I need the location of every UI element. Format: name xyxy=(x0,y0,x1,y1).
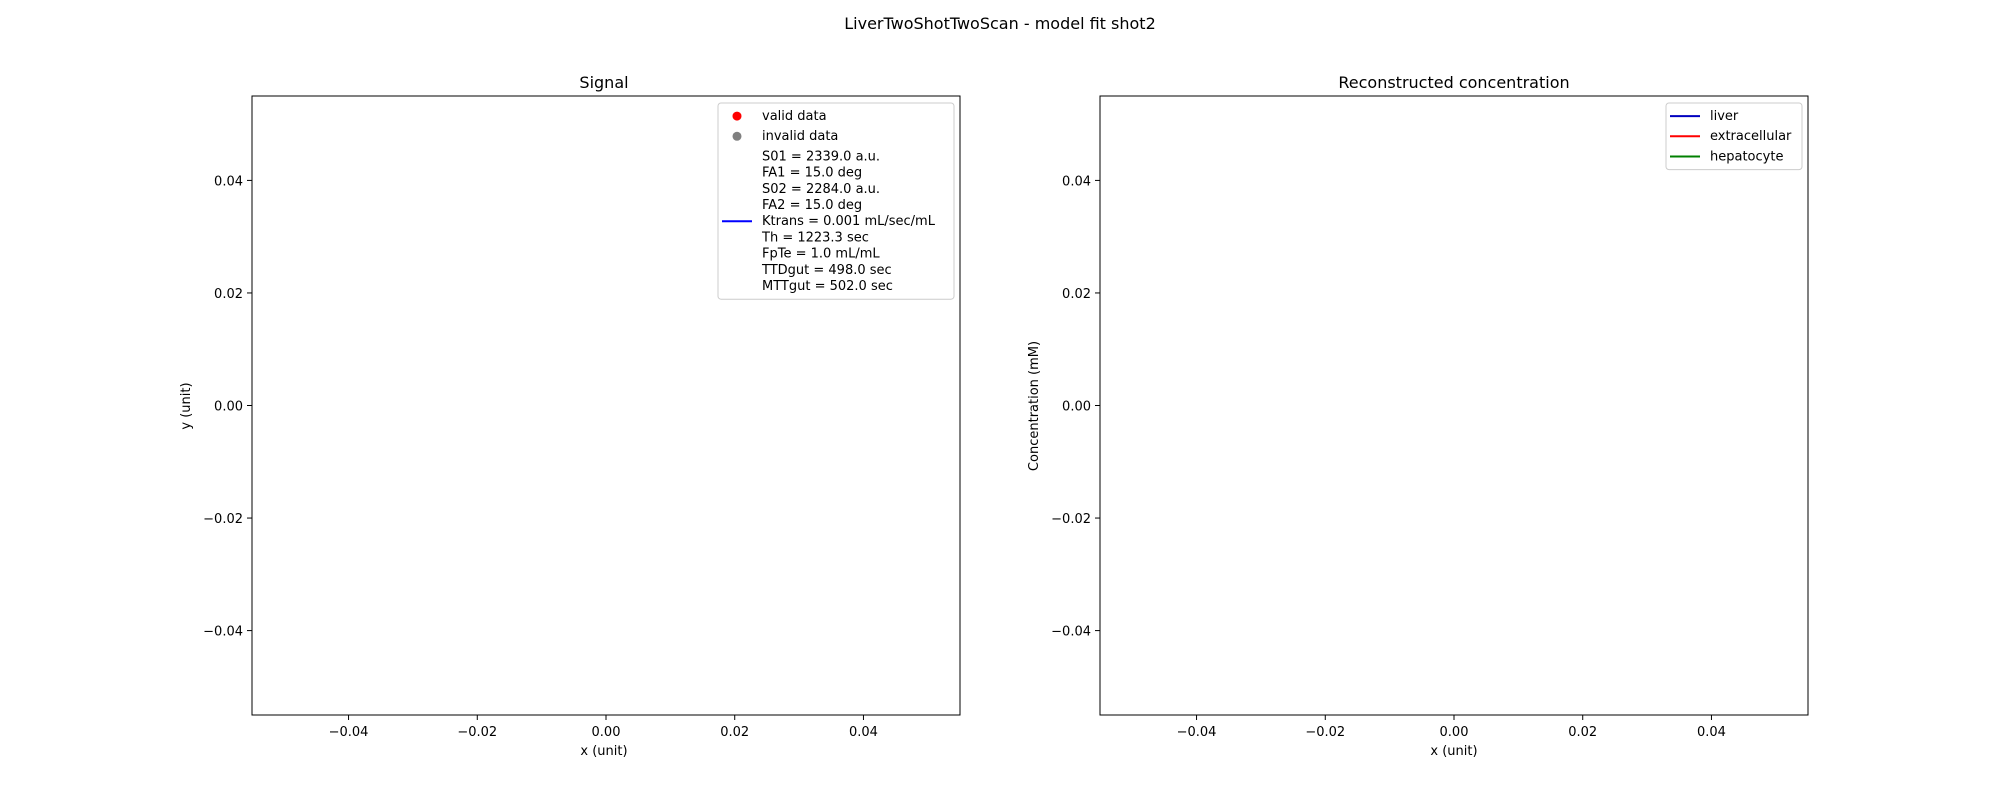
concentration-plot-frame xyxy=(1099,95,1809,716)
signal-ytick-label: −0.04 xyxy=(203,625,243,640)
concentration-ytick-label: 0.02 xyxy=(1062,287,1091,302)
concentration-xlabel: x (unit) xyxy=(1430,744,1477,759)
concentration-title: Reconstructed concentration xyxy=(1338,73,1569,92)
signal-ytick-label: 0.04 xyxy=(214,174,243,189)
signal-ylabel: y (unit) xyxy=(179,382,194,429)
signal-legend-label: valid data xyxy=(762,109,827,124)
signal-xtick-label: 0.00 xyxy=(592,725,621,740)
signal-ytick-label: 0.02 xyxy=(214,287,243,302)
concentration-ytick-label: 0.04 xyxy=(1062,174,1091,189)
concentration-xtick-label: 0.04 xyxy=(1697,725,1726,740)
concentration-xtick-label: 0.02 xyxy=(1568,725,1597,740)
signal-legend-label: S01 = 2339.0 a.u. FA1 = 15.0 deg S02 = 228… xyxy=(761,149,936,294)
signal-legend xyxy=(717,102,955,300)
figure-suptitle: LiverTwoShotTwoScan - model fit shot2 xyxy=(844,14,1156,33)
concentration-ytick-label: −0.02 xyxy=(1051,512,1091,527)
signal-xtick-label: −0.04 xyxy=(329,725,369,740)
concentration-axes: Reconstructed concentration x (unit) Con… xyxy=(1027,73,1809,759)
concentration-xtick-label: −0.02 xyxy=(1305,725,1345,740)
signal-ytick-label: 0.00 xyxy=(214,400,243,415)
signal-axes: Signal x (unit) y (unit) −0.04 −0.02 0.00 0… xyxy=(179,73,961,759)
signal-xlabel: x (unit) xyxy=(580,744,627,759)
concentration-legend-label: liver xyxy=(1710,109,1739,124)
concentration-xtick-label: −0.04 xyxy=(1177,725,1217,740)
signal-legend-label: invalid data xyxy=(762,129,838,144)
concentration-legend-label: hepatocyte xyxy=(1710,149,1783,164)
signal-xtick-label: 0.04 xyxy=(849,725,878,740)
signal-legend-marker xyxy=(732,111,742,121)
concentration-legend xyxy=(1665,102,1803,171)
signal-ytick-label: −0.02 xyxy=(203,512,243,527)
signal-xtick-label: −0.02 xyxy=(457,725,497,740)
concentration-legend-label: extracellular xyxy=(1710,129,1792,144)
concentration-ylabel: Concentration (mM) xyxy=(1027,341,1042,471)
concentration-ytick-label: 0.00 xyxy=(1062,400,1091,415)
concentration-xtick-label: 0.00 xyxy=(1440,725,1469,740)
signal-title: Signal xyxy=(579,73,628,92)
concentration-ytick-label: −0.04 xyxy=(1051,625,1091,640)
signal-legend-marker xyxy=(732,131,742,141)
signal-xtick-label: 0.02 xyxy=(720,725,749,740)
